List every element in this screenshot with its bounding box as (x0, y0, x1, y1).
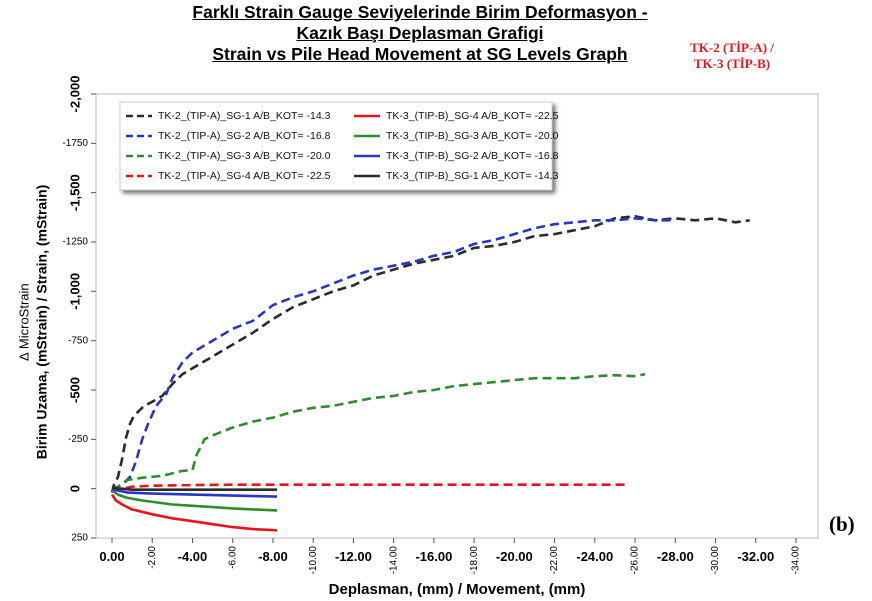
legend-entry: TK-2_(TIP-A)_SG-3 A/B_KOT= -20.0 (158, 150, 331, 162)
pile-tag-line-2: TK-3 (TİP-B) (693, 56, 771, 71)
x-axis-label: Deplasman, (mm) / Movement, (mm) (329, 581, 586, 598)
pile-type-tag: TK-2 (TİP-A) / TK-3 (TİP-B) (667, 40, 797, 72)
x-tick-label: -12.00 (335, 549, 372, 564)
x-tick-label: -4.00 (178, 549, 208, 564)
x-tick-label: -26.00 (630, 546, 641, 575)
series-line (111, 217, 676, 490)
y-tick-label: 0 (67, 485, 82, 492)
legend-entry: TK-2_(TIP-A)_SG-1 A/B_KOT= -14.3 (158, 110, 331, 122)
legend-entry: TK-2_(TIP-A)_SG-2 A/B_KOT= -16.8 (158, 130, 331, 142)
x-tick-label: -28.00 (657, 549, 694, 564)
series-line (110, 493, 278, 532)
y-axis-label: ∆ MicroStrain (16, 283, 31, 360)
x-tick-label: -34.00 (791, 546, 802, 575)
pile-tag-line-1: TK-2 (TİP-A) / (690, 40, 774, 55)
y-tick-label: -750 (68, 335, 88, 346)
x-tick-label: -18.00 (469, 546, 480, 575)
legend-entry: TK-3_(TIP-B)_SG-1 A/B_KOT= -14.3 (386, 170, 559, 182)
y-tick-label: -2,000 (67, 76, 82, 113)
title-line-en: Strain vs Pile Head Movement at SG Level… (212, 44, 628, 64)
series-line (111, 486, 277, 492)
y-tick-label: -1750 (62, 138, 88, 149)
legend-entry: TK-3_(TIP-B)_SG-2 A/B_KOT= -16.8 (386, 150, 559, 162)
y-tick-label: 250 (71, 533, 88, 544)
x-tick-label: 0.00 (99, 549, 124, 564)
y-tick-label: -1,000 (67, 273, 82, 310)
x-tick-label: -32.00 (737, 549, 774, 564)
panel-label: (b) (829, 512, 855, 536)
series-line (111, 483, 625, 492)
series-line (111, 372, 646, 490)
y-tick-label: -250 (68, 434, 88, 445)
y-tick-label: -500 (67, 377, 82, 403)
x-tick-label: -30.00 (710, 546, 721, 575)
x-tick-label: -24.00 (576, 549, 613, 564)
y-tick-label: -1,500 (67, 174, 82, 211)
y-axis-label: Birim Uzama, (mStrain) / Strain, (mStrai… (34, 185, 50, 460)
x-tick-label: -8.00 (258, 549, 288, 564)
x-tick-label: -2.00 (147, 546, 158, 569)
legend-entry: TK-3_(TIP-B)_SG-4 A/B_KOT= -22.5 (386, 110, 559, 122)
x-tick-label: -16.00 (415, 549, 452, 564)
title-line-tr: Farklı Strain Gauge Seviyelerinde Birim … (192, 2, 648, 22)
series-line (111, 487, 278, 498)
x-tick-label: -20.00 (496, 549, 533, 564)
chart-title: Farklı Strain Gauge Seviyelerinde Birim … (0, 2, 840, 65)
series-line (111, 489, 278, 512)
x-tick-label: -22.00 (549, 546, 560, 575)
legend-entry: TK-3_(TIP-B)_SG-3 A/B_KOT= -20.0 (386, 130, 559, 142)
x-tick-label: -6.00 (227, 546, 238, 569)
x-tick-label: -10.00 (308, 546, 319, 575)
legend-box (119, 101, 553, 191)
title-line-tr-2: Kazık Başı Deplasman Grafigi (296, 23, 544, 43)
legend-entry: TK-2_(TIP-A)_SG-4 A/B_KOT= -22.5 (158, 170, 331, 182)
y-tick-label: -1250 (62, 237, 88, 248)
x-tick-label: -14.00 (388, 546, 399, 575)
